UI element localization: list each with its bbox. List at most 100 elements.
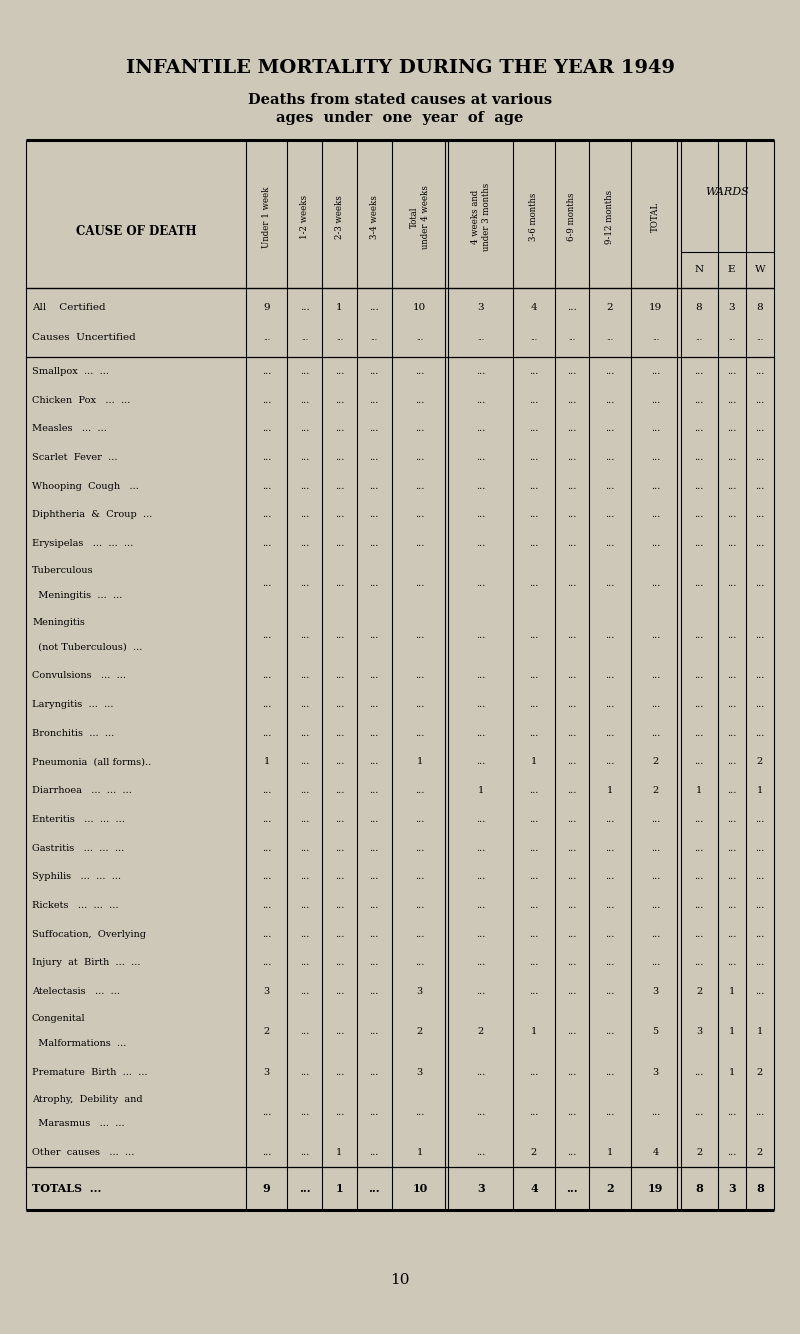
- Text: ...: ...: [300, 367, 310, 376]
- Text: ...: ...: [530, 959, 538, 967]
- Text: ...: ...: [530, 631, 538, 640]
- Text: ...: ...: [567, 454, 577, 462]
- Text: ...: ...: [530, 671, 538, 680]
- Text: ...: ...: [415, 700, 425, 708]
- Text: ...: ...: [530, 1067, 538, 1077]
- Text: ...: ...: [415, 482, 425, 491]
- Text: ...: ...: [651, 930, 660, 939]
- Text: ...: ...: [755, 671, 765, 680]
- Text: ...: ...: [694, 454, 704, 462]
- Text: ...: ...: [415, 930, 425, 939]
- Text: ...: ...: [300, 511, 310, 519]
- Text: ...: ...: [334, 900, 344, 910]
- Text: ...: ...: [476, 671, 486, 680]
- Text: 1: 1: [757, 1027, 763, 1037]
- Text: ...: ...: [300, 758, 310, 767]
- Text: Laryngitis  ...  ...: Laryngitis ... ...: [32, 700, 114, 708]
- Text: ...: ...: [262, 872, 271, 882]
- Text: ...: ...: [694, 930, 704, 939]
- Text: ...: ...: [568, 334, 575, 342]
- Text: ...: ...: [415, 511, 425, 519]
- Text: 6-9 months: 6-9 months: [567, 192, 577, 241]
- Text: 19: 19: [648, 1183, 663, 1194]
- Text: 1: 1: [757, 786, 763, 795]
- Text: ...: ...: [336, 334, 343, 342]
- Text: ...: ...: [334, 631, 344, 640]
- Text: ...: ...: [567, 959, 577, 967]
- Text: ...: ...: [695, 334, 702, 342]
- Text: ...: ...: [651, 482, 660, 491]
- Text: ...: ...: [370, 482, 379, 491]
- Text: ...: ...: [694, 671, 704, 680]
- Text: ...: ...: [606, 959, 614, 967]
- Text: ...: ...: [567, 482, 577, 491]
- Text: ...: ...: [694, 872, 704, 882]
- Text: ...: ...: [370, 303, 379, 312]
- Text: 3-6 months: 3-6 months: [530, 193, 538, 241]
- Text: ...: ...: [370, 815, 379, 824]
- Text: ...: ...: [566, 1183, 578, 1194]
- Text: ...: ...: [300, 930, 310, 939]
- Text: ...: ...: [415, 815, 425, 824]
- Text: 9: 9: [262, 1183, 270, 1194]
- Text: ...: ...: [262, 367, 271, 376]
- Text: ...: ...: [370, 424, 379, 434]
- Text: ...: ...: [567, 511, 577, 519]
- Text: Diphtheria  &  Croup  ...: Diphtheria & Croup ...: [32, 511, 152, 519]
- Text: ...: ...: [694, 424, 704, 434]
- Text: ...: ...: [301, 334, 308, 342]
- Text: ...: ...: [300, 395, 310, 404]
- Text: ...: ...: [262, 631, 271, 640]
- Text: 1: 1: [417, 758, 423, 767]
- Text: ...: ...: [567, 900, 577, 910]
- Text: ...: ...: [334, 1027, 344, 1037]
- Text: 1: 1: [263, 758, 270, 767]
- Text: Congenital: Congenital: [32, 1014, 86, 1023]
- Text: ...: ...: [334, 1107, 344, 1117]
- Text: 2: 2: [696, 1149, 702, 1157]
- Text: TOTAL: TOTAL: [651, 201, 660, 232]
- Text: ...: ...: [334, 843, 344, 852]
- Text: ...: ...: [300, 872, 310, 882]
- Text: ...: ...: [651, 728, 660, 738]
- Text: ...: ...: [530, 872, 538, 882]
- Text: ...: ...: [476, 815, 486, 824]
- Text: ...: ...: [370, 1107, 379, 1117]
- Text: ...: ...: [370, 395, 379, 404]
- Text: 10: 10: [390, 1273, 410, 1287]
- Text: 10: 10: [412, 1183, 427, 1194]
- Text: ...: ...: [300, 1027, 310, 1037]
- Text: ...: ...: [262, 700, 271, 708]
- Text: 5: 5: [653, 1027, 658, 1037]
- Text: Convulsions   ...  ...: Convulsions ... ...: [32, 671, 126, 680]
- Text: ...: ...: [755, 395, 765, 404]
- Text: ...: ...: [651, 900, 660, 910]
- Text: ...: ...: [694, 367, 704, 376]
- Text: ...: ...: [334, 728, 344, 738]
- Text: ...: ...: [567, 1067, 577, 1077]
- Text: 3: 3: [728, 303, 735, 312]
- Text: ...: ...: [606, 511, 614, 519]
- Text: ...: ...: [300, 786, 310, 795]
- Text: 3: 3: [653, 1067, 658, 1077]
- Text: Whooping  Cough   ...: Whooping Cough ...: [32, 482, 139, 491]
- Text: ...: ...: [370, 367, 379, 376]
- Text: 8: 8: [756, 1183, 764, 1194]
- Text: 1: 1: [530, 1027, 537, 1037]
- Text: ...: ...: [530, 786, 538, 795]
- Text: ...: ...: [694, 843, 704, 852]
- Text: 1: 1: [530, 758, 537, 767]
- Text: ...: ...: [606, 454, 614, 462]
- Text: ...: ...: [755, 959, 765, 967]
- Text: ...: ...: [727, 539, 736, 548]
- Text: ...: ...: [651, 700, 660, 708]
- Text: ...: ...: [651, 539, 660, 548]
- Text: ...: ...: [334, 815, 344, 824]
- Text: ...: ...: [606, 758, 614, 767]
- Text: 1: 1: [336, 303, 342, 312]
- Text: ...: ...: [262, 539, 271, 548]
- Text: ...: ...: [370, 579, 379, 588]
- Text: ...: ...: [530, 334, 538, 342]
- Text: ...: ...: [755, 700, 765, 708]
- Text: ...: ...: [476, 511, 486, 519]
